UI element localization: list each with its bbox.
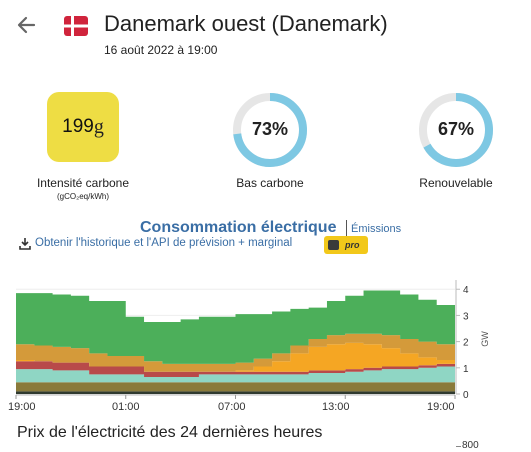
x-tick-label: 19:00 — [427, 401, 455, 413]
consumption-title: Consommation électrique — [140, 219, 337, 236]
consumption-chart[interactable]: 4 3 2 1 0 GW — [0, 276, 531, 416]
carbon-intensity-unit: g — [93, 115, 104, 138]
x-tick-label: 19:00 — [8, 401, 36, 413]
area-layer-wind — [16, 290, 455, 364]
x-tick-label: 01:00 — [112, 401, 140, 413]
price-axis-label: 800 — [462, 440, 479, 451]
zone-datetime: 16 août 2022 à 19:00 — [104, 43, 218, 57]
y-tick-label: 1 — [463, 364, 469, 375]
emissions-link[interactable]: Émissions — [351, 223, 402, 235]
y-tick-label: 2 — [463, 338, 469, 349]
area-layer-hydro_storage — [16, 363, 455, 383]
price-axis-tick — [456, 446, 461, 447]
area-layer-coal — [16, 361, 455, 377]
low-carbon-ring — [233, 93, 307, 167]
y-tick-label: 0 — [463, 390, 469, 401]
price-section-title: Prix de l'électricité des 24 dernières h… — [17, 424, 323, 441]
carbon-intensity-label: Intensité carbone — [36, 176, 130, 190]
pro-label: pro — [345, 240, 360, 250]
pro-badge[interactable]: pro — [324, 236, 368, 254]
carbon-intensity-sublabel: (gCO₂eq/kWh) — [56, 192, 109, 201]
area-layer-base — [16, 391, 455, 394]
y-tick-label: 3 — [463, 311, 469, 322]
area-layer-solar — [16, 342, 455, 372]
low-carbon-value: 73% — [251, 119, 289, 139]
zone-title: Danemark ouest (Danemark) — [104, 11, 388, 36]
area-layer-imports — [16, 333, 455, 372]
renewable-ring — [419, 93, 493, 167]
carbon-intensity-value: 199 — [62, 116, 94, 137]
section-divider — [346, 220, 347, 236]
back-arrow-icon[interactable] — [14, 12, 40, 38]
zone-header: Danemark ouest (Danemark) 16 août 2022 à… — [0, 0, 531, 62]
renewable-label: Renouvelable — [419, 176, 493, 190]
download-icon — [19, 238, 31, 250]
renewable-value: 67% — [437, 119, 475, 139]
denmark-flag-icon — [64, 16, 88, 36]
lock-icon — [328, 240, 339, 250]
x-tick-label: 07:00 — [218, 401, 246, 413]
y-tick-label: 4 — [463, 285, 469, 296]
y-axis-unit: GW — [480, 331, 490, 347]
low-carbon-label: Bas carbone — [236, 176, 304, 190]
download-link[interactable]: Obtenir l'historique et l'API de prévisi… — [35, 237, 293, 249]
carbon-intensity-badge: 199 g — [47, 92, 119, 162]
x-tick-label: 13:00 — [322, 401, 350, 413]
area-layer-biomass — [16, 382, 455, 392]
